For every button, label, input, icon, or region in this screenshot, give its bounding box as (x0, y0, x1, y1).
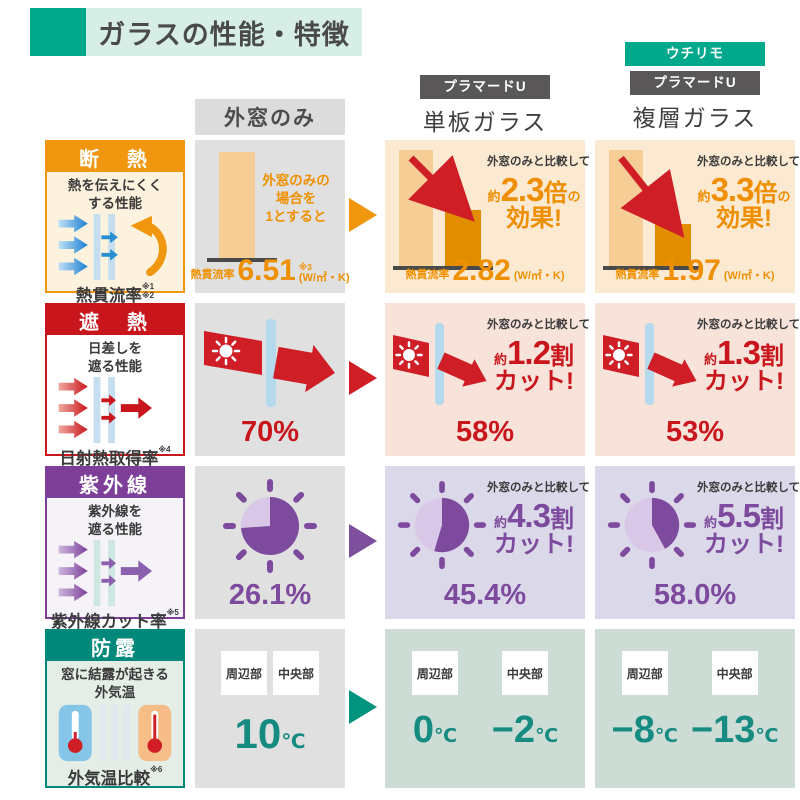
dew-temp-edge: 0℃ (412, 709, 457, 751)
page-title: ガラスの性能・特徴 (98, 19, 350, 50)
comparison-bar-chart (603, 150, 703, 270)
uv-cut-baseline: 26.1% (228, 579, 312, 611)
cell-insulation-baseline: 外窓のみの 場合を 1とすると 熱貫流率 6.51 ※3 (W/㎡・K) (190, 140, 350, 293)
title-accent-square (30, 8, 86, 56)
chip-center: 中央部 (501, 651, 548, 695)
footnote-mark: ※3 (298, 262, 312, 273)
uv-cut-single: 45.4% (443, 579, 527, 611)
footnote-mark: ※1 (141, 282, 155, 292)
chip-edge: 周辺部 (411, 651, 458, 695)
column-header-baseline: 外窓のみ (195, 99, 345, 135)
sun-arrow-graphic (204, 319, 335, 407)
chip-center: 中央部 (273, 651, 319, 695)
comparison-text: 外窓のみと比較して 約1.2割 カット! (487, 319, 591, 395)
column-name-double: 複層ガラス (632, 105, 758, 131)
row-title-uv: 紫外線 (47, 468, 183, 498)
footnote-mark: ※4 (158, 445, 171, 455)
shgc-baseline: 70% (240, 416, 300, 448)
row-title-shading: 遮 熱 (47, 305, 183, 335)
comparison-bar-chart (393, 150, 493, 270)
row-label-insulation: 断 熱 熱を伝えにくく する性能 熱貫流率※1 ※2 (45, 140, 185, 305)
cell-uv-baseline: 26.1% (195, 466, 345, 619)
column-header-double-glass: ウチリモ プラマードU 複層ガラス (595, 42, 795, 133)
footnote-mark: ※2 (141, 291, 155, 301)
cell-dew-baseline: 周辺部 中央部 10℃ (195, 629, 345, 788)
u-value-baseline: 熱貫流率 6.51 ※3 (W/㎡・K) (190, 254, 350, 287)
cell-shading-baseline: 70% (195, 303, 345, 456)
column-name-single: 単板ガラス (422, 109, 548, 135)
arrow-right-uv (349, 524, 377, 558)
cell-uv-double: 外窓のみと比較して 約5.5割 カット! 58.0% (595, 466, 800, 619)
chip-center: 中央部 (711, 651, 758, 695)
insulation-arrows-icon (47, 212, 183, 282)
comparison-text: 外窓のみと比較して 約2.3倍の 効果! (487, 156, 591, 232)
uv-pie-sun-icon (607, 480, 697, 570)
u-value-single: 熱貫流率 2.82 (W/㎡・K) (405, 254, 565, 287)
baseline-caption: 外窓のみの 場合を 1とすると (262, 173, 330, 225)
sun-arrow-graphic (393, 323, 487, 405)
metric-name: 日射熱取得率※4 (59, 445, 171, 469)
metric-name: 外気温比較※6 (67, 765, 163, 789)
comparison-text: 外窓のみと比較して 約3.3倍の 効果! (697, 156, 800, 232)
page-title-bar: ガラスの性能・特徴 (86, 8, 362, 56)
cell-uv-single: 外窓のみと比較して 約4.3割 カット! 45.4% (385, 466, 591, 619)
metric-name: 熱貫流率※1 ※2 (75, 282, 155, 306)
cell-insulation-single: 外窓のみと比較して 約2.3倍の 効果! 熱貫流率 2.82 (W/㎡・K) (385, 140, 591, 293)
row-title-dew: 防露 (47, 631, 183, 661)
shading-arrows-icon (47, 375, 183, 445)
baseline-label: 外窓のみ (224, 107, 316, 130)
uv-arrows-icon (47, 538, 183, 608)
cell-insulation-double: 外窓のみと比較して 約3.3倍の 効果! 熱貫流率 1.97 (W/㎡・K) (595, 140, 800, 293)
dew-temp-center: −13℃ (690, 709, 779, 751)
cell-dew-single: 周辺部 0℃ 中央部 −2℃ (385, 629, 585, 788)
row-desc: 熱を伝えにくく する性能 (67, 178, 163, 211)
row-title-insulation: 断 熱 (47, 142, 183, 172)
footnote-mark: ※5 (166, 608, 179, 618)
row-label-uv: 紫外線 紫外線を 遮る性能 紫外線カット率※5 (45, 466, 185, 631)
metric-name: 紫外線カット率※5 (51, 608, 179, 632)
cell-shading-double: 外窓のみと比較して 約1.3割 カット! 53% (595, 303, 800, 456)
row-desc: 日差しを 遮る性能 (88, 341, 142, 374)
arrow-right-dew (349, 690, 377, 724)
uv-cut-double: 58.0% (653, 579, 737, 611)
arrow-right-shading (349, 361, 377, 395)
shgc-single: 58% (455, 416, 515, 448)
dew-temp-baseline: 10℃ (234, 710, 306, 757)
comparison-text: 外窓のみと比較して 約1.3割 カット! (697, 319, 800, 395)
row-desc: 窓に結露が起きる 外気温 (61, 667, 169, 700)
brand-badge: ウチリモ (625, 42, 765, 66)
column-header-single-glass: プラマードU 単板ガラス (385, 75, 585, 137)
product-badge: プラマードU (630, 71, 760, 95)
comparison-text: 外窓のみと比較して 約5.5割 カット! (697, 482, 800, 558)
cell-shading-single: 外窓のみと比較して 約1.2割 カット! 58% (385, 303, 591, 456)
chip-edge: 周辺部 (621, 651, 668, 695)
footnote-mark: ※6 (150, 765, 163, 775)
arrow-right-insulation (349, 198, 377, 232)
shgc-double: 53% (665, 416, 725, 448)
dew-temp-edge: −8℃ (611, 709, 678, 751)
sun-arrow-graphic (603, 323, 697, 405)
row-label-shading: 遮 熱 日差しを 遮る性能 日射熱取得率※4 (45, 303, 185, 468)
dew-temp-center: −2℃ (491, 709, 559, 751)
thermometer-icon (47, 701, 183, 765)
uv-pie-sun-icon (223, 479, 317, 573)
cell-dew-double: 周辺部 −8℃ 中央部 −13℃ (595, 629, 795, 788)
uv-pie-sun-icon (397, 480, 487, 570)
chip-edge: 周辺部 (221, 651, 267, 695)
u-value-double: 熱貫流率 1.97 (W/㎡・K) (615, 254, 775, 287)
row-desc: 紫外線を 遮る性能 (88, 504, 142, 537)
baseline-bar-chart (207, 152, 277, 262)
product-badge: プラマードU (420, 75, 550, 99)
row-label-dew: 防露 窓に結露が起きる 外気温 外気温比較※6 (45, 629, 185, 788)
comparison-text: 外窓のみと比較して 約4.3割 カット! (487, 482, 591, 558)
